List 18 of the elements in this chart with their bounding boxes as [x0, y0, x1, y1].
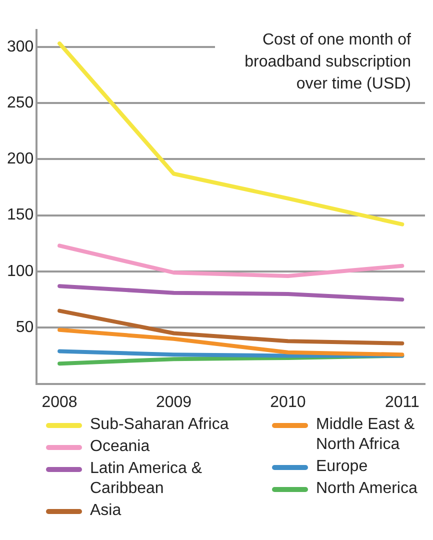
legend-label: Europe	[316, 457, 368, 477]
x-tick-label: 2008	[42, 394, 78, 411]
y-tick-label: 250	[6, 94, 34, 112]
y-tick-label: 150	[6, 206, 34, 224]
legend-label: Asia	[90, 501, 122, 521]
legend-label: Middle East & North Africa	[316, 415, 416, 455]
legend-label: Latin America & Caribbean	[90, 459, 204, 499]
legend-label: North America	[316, 479, 418, 499]
y-tick-label: 300	[6, 38, 34, 56]
x-tick-label: 2011	[384, 394, 420, 411]
legend-label: Sub-Saharan Africa	[90, 415, 229, 435]
x-tick-label: 2010	[270, 394, 306, 411]
y-tick-label: 50	[16, 319, 34, 336]
y-tick-label: 100	[6, 262, 34, 280]
y-tick-label: 200	[6, 150, 34, 168]
text: Cost of one month of broadband subscription over time (USD)	[244, 31, 412, 92]
legend-label: Oceania	[90, 437, 150, 457]
x-tick-label: 2009	[156, 394, 192, 411]
